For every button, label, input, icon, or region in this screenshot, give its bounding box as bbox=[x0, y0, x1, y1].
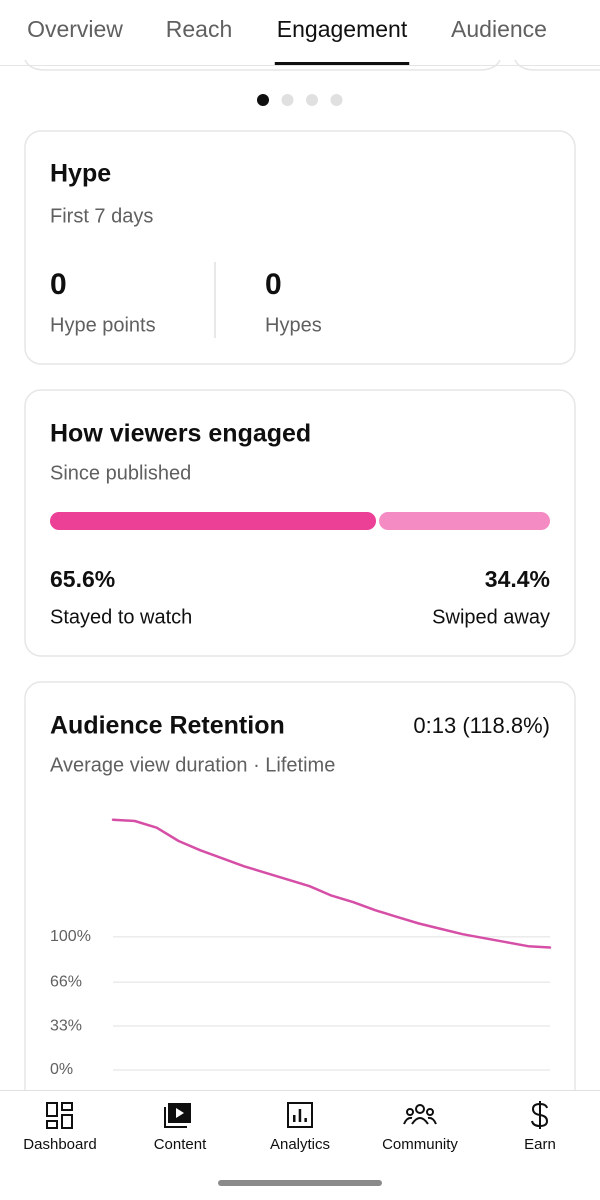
card-subtitle: First 7 days bbox=[50, 205, 153, 227]
stat-label: Swiped away bbox=[432, 606, 550, 628]
tab[interactable]: Overview bbox=[27, 16, 123, 42]
nav-dashboard[interactable]: Dashboard bbox=[23, 1102, 97, 1153]
y-tick-label: 66% bbox=[50, 973, 82, 990]
card-title: Audience Retention bbox=[50, 712, 285, 740]
nav-label: Earn bbox=[524, 1136, 556, 1153]
carousel-dots bbox=[257, 94, 343, 106]
retention-card[interactable] bbox=[24, 681, 576, 1143]
community-icon bbox=[403, 1104, 437, 1125]
home-indicator bbox=[218, 1180, 382, 1186]
retention-line bbox=[111, 818, 552, 949]
earn-icon bbox=[531, 1101, 549, 1129]
nav-content[interactable]: Content bbox=[154, 1103, 207, 1153]
stat-label: Hypes bbox=[265, 314, 322, 336]
engagement-segment bbox=[50, 512, 377, 530]
carousel-dot bbox=[330, 94, 343, 106]
stat-label: Stayed to watch bbox=[50, 606, 192, 628]
tab[interactable]: Reach bbox=[166, 16, 232, 42]
nav-analytics[interactable]: Analytics bbox=[270, 1102, 330, 1153]
hype-card[interactable] bbox=[24, 130, 576, 365]
prev-card-edge bbox=[24, 59, 501, 71]
tab-underline bbox=[274, 62, 410, 65]
nav-label: Community bbox=[382, 1136, 458, 1153]
card-title: How viewers engaged bbox=[50, 420, 311, 448]
card-title: Hype bbox=[50, 160, 111, 188]
stat-value: 0 bbox=[265, 268, 282, 301]
carousel-dot bbox=[306, 94, 318, 106]
stat-value: 34.4% bbox=[485, 566, 550, 592]
stat-value: 0 bbox=[50, 268, 67, 301]
card-subtitle: Average view duration · Lifetime bbox=[50, 754, 335, 776]
carousel-dot bbox=[281, 94, 294, 106]
stat-label: Hype points bbox=[50, 314, 156, 336]
y-tick-label: 33% bbox=[50, 1017, 82, 1034]
y-tick-label: 0% bbox=[50, 1061, 73, 1078]
nav-label: Dashboard bbox=[23, 1136, 96, 1153]
y-tick-label: 100% bbox=[50, 928, 91, 945]
next-card-edge bbox=[514, 59, 600, 71]
engagement-segment bbox=[379, 512, 550, 530]
retention-chart: 100% 66% 33% 0% bbox=[50, 818, 552, 1078]
nav-label: Analytics bbox=[270, 1136, 330, 1153]
retention-summary: 0:13 (118.8%) bbox=[413, 713, 550, 738]
tab[interactable]: Audience bbox=[451, 16, 547, 42]
nav-community[interactable]: Community bbox=[382, 1104, 458, 1153]
tab-bar: Overview Reach Engagement Audience bbox=[27, 16, 547, 65]
carousel-dot bbox=[257, 94, 269, 106]
engagement-bar bbox=[50, 512, 550, 530]
analytics-icon bbox=[287, 1102, 313, 1128]
content-icon bbox=[164, 1103, 191, 1128]
dashboard-icon bbox=[46, 1102, 73, 1129]
nav-earn[interactable]: Earn bbox=[524, 1101, 556, 1153]
tab[interactable]: Engagement bbox=[277, 16, 408, 42]
stat-value: 65.6% bbox=[50, 566, 115, 592]
nav-label: Content bbox=[154, 1136, 207, 1153]
card-subtitle: Since published bbox=[50, 462, 191, 484]
